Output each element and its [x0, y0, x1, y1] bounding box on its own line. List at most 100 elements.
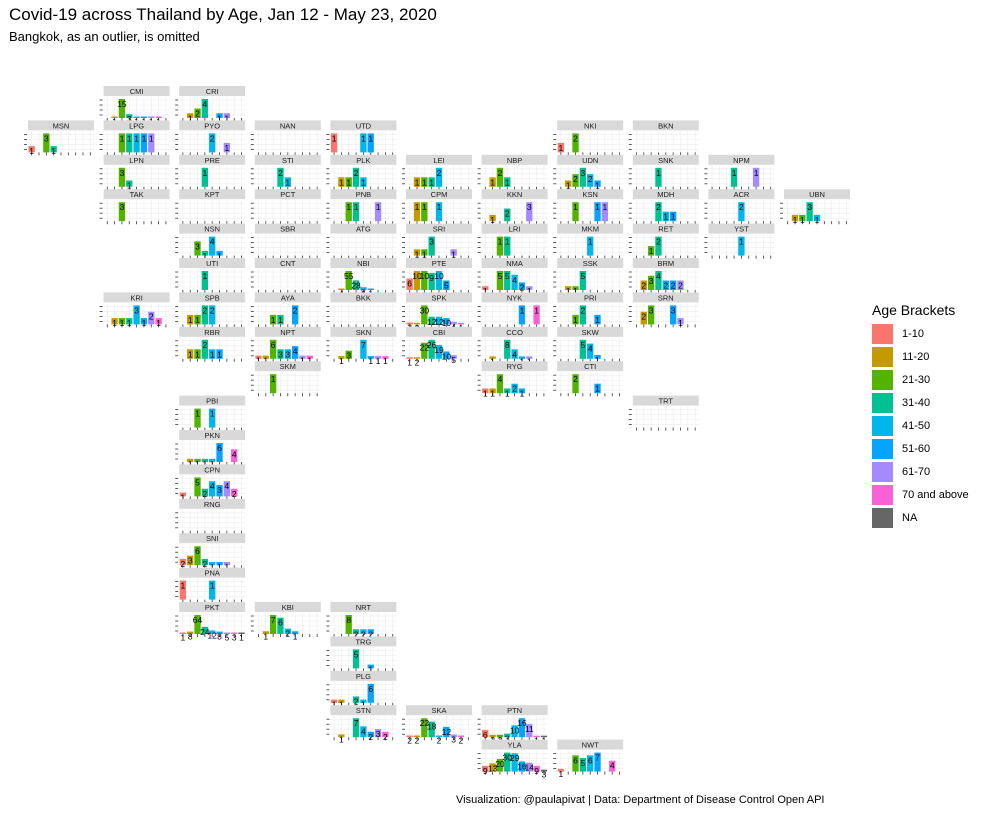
panel-label: AYA — [281, 293, 295, 302]
bar-label: 3 — [134, 305, 139, 315]
bar — [43, 133, 50, 153]
panel-trt: TRT — [628, 395, 699, 431]
bar — [504, 208, 511, 222]
bar-label: 4 — [232, 449, 237, 459]
bar — [450, 355, 457, 359]
bar-label: 5 — [354, 649, 359, 659]
bar-label: 1 — [332, 133, 337, 143]
bar-label: 4 — [588, 344, 593, 354]
panel-snk: SNK 1 — [628, 154, 699, 190]
bar — [406, 735, 413, 738]
bar — [579, 339, 587, 359]
panel-strip — [557, 120, 624, 131]
bar — [231, 632, 238, 634]
bar — [269, 615, 277, 634]
bar-label: 8 — [188, 632, 193, 642]
bar-label: 30 — [420, 305, 430, 315]
legend-label: 41-50 — [902, 419, 931, 432]
bar — [647, 305, 655, 325]
panel-label: NWT — [582, 741, 599, 750]
legend-key — [872, 484, 893, 505]
panel-strip — [481, 326, 548, 337]
bar — [231, 449, 238, 462]
panel-skm: SKM 1 — [250, 361, 321, 397]
bar — [111, 318, 118, 325]
bar — [489, 763, 496, 772]
bar — [360, 133, 367, 153]
panel-kpt: KPT — [175, 189, 246, 225]
bar-label: 3 — [671, 305, 676, 315]
bar-label: 1 — [156, 318, 161, 328]
bar — [209, 305, 216, 325]
bar — [231, 488, 238, 497]
panel-strip — [481, 189, 548, 200]
bar-label: 2 — [505, 209, 510, 219]
legend-item: 61-70 — [872, 460, 969, 483]
bar — [443, 318, 450, 325]
bar — [489, 214, 496, 222]
bar-label: 11 — [525, 724, 534, 734]
bar-label: 1 — [188, 315, 193, 325]
bar-label: 1 — [368, 665, 373, 675]
bar-label: 1 — [505, 177, 510, 187]
bar — [594, 355, 601, 359]
bar — [435, 202, 443, 222]
panel-label: ACR — [733, 190, 749, 199]
bar — [518, 761, 526, 772]
bar-label: 1 — [271, 374, 276, 384]
bar — [511, 725, 518, 738]
bar-label: 2 — [407, 735, 412, 745]
bar — [504, 177, 511, 187]
bar — [209, 408, 216, 428]
panel-label: LPN — [129, 156, 144, 165]
panel-label: YLA — [508, 741, 522, 750]
bar — [299, 355, 306, 359]
bar — [201, 271, 209, 290]
bar-label: 29 — [510, 753, 520, 763]
panel-strip — [103, 120, 170, 131]
bar-label: 1 — [527, 286, 532, 296]
bar-label: 13 — [488, 763, 498, 773]
bar-label: 1 — [224, 143, 229, 153]
bar-label: 1 — [263, 631, 268, 641]
panel-cnt: CNT — [250, 258, 321, 293]
panel-strip — [481, 258, 548, 268]
panel-label: SKM — [280, 362, 296, 371]
panel-npm: NPM 1 1 — [704, 154, 775, 190]
bar-label: 1 — [573, 286, 578, 296]
bar — [360, 287, 367, 290]
bar — [194, 349, 201, 359]
bar-label: 8 — [361, 287, 366, 297]
bar — [428, 721, 435, 738]
bar — [413, 271, 421, 290]
panel-strip — [632, 395, 699, 406]
bar — [367, 356, 374, 359]
legend-items: 1-10 11-20 21-30 31-40 41-50 51-60 61-70 70 and… — [872, 322, 969, 529]
bar — [216, 485, 223, 497]
bar — [496, 758, 504, 772]
bar — [421, 305, 428, 325]
bar-label: 1 — [142, 318, 147, 328]
bar-label: 1 — [339, 734, 344, 744]
bar-label: 4 — [512, 275, 517, 285]
bar — [579, 271, 587, 290]
bar-label: 1 — [217, 113, 222, 123]
panel-strip — [330, 120, 397, 131]
bar-label: 64 — [193, 615, 203, 625]
panel-label: CNT — [280, 259, 296, 268]
panel-sbr: SBR — [250, 223, 321, 259]
bar-label: 1 — [368, 356, 373, 366]
legend-key — [872, 461, 893, 482]
bar-label: 1 — [793, 215, 798, 225]
legend-key — [872, 507, 893, 528]
panel-strip — [103, 154, 170, 165]
bar — [111, 116, 118, 118]
bar-label: 4 — [293, 346, 298, 356]
bar — [421, 249, 428, 256]
